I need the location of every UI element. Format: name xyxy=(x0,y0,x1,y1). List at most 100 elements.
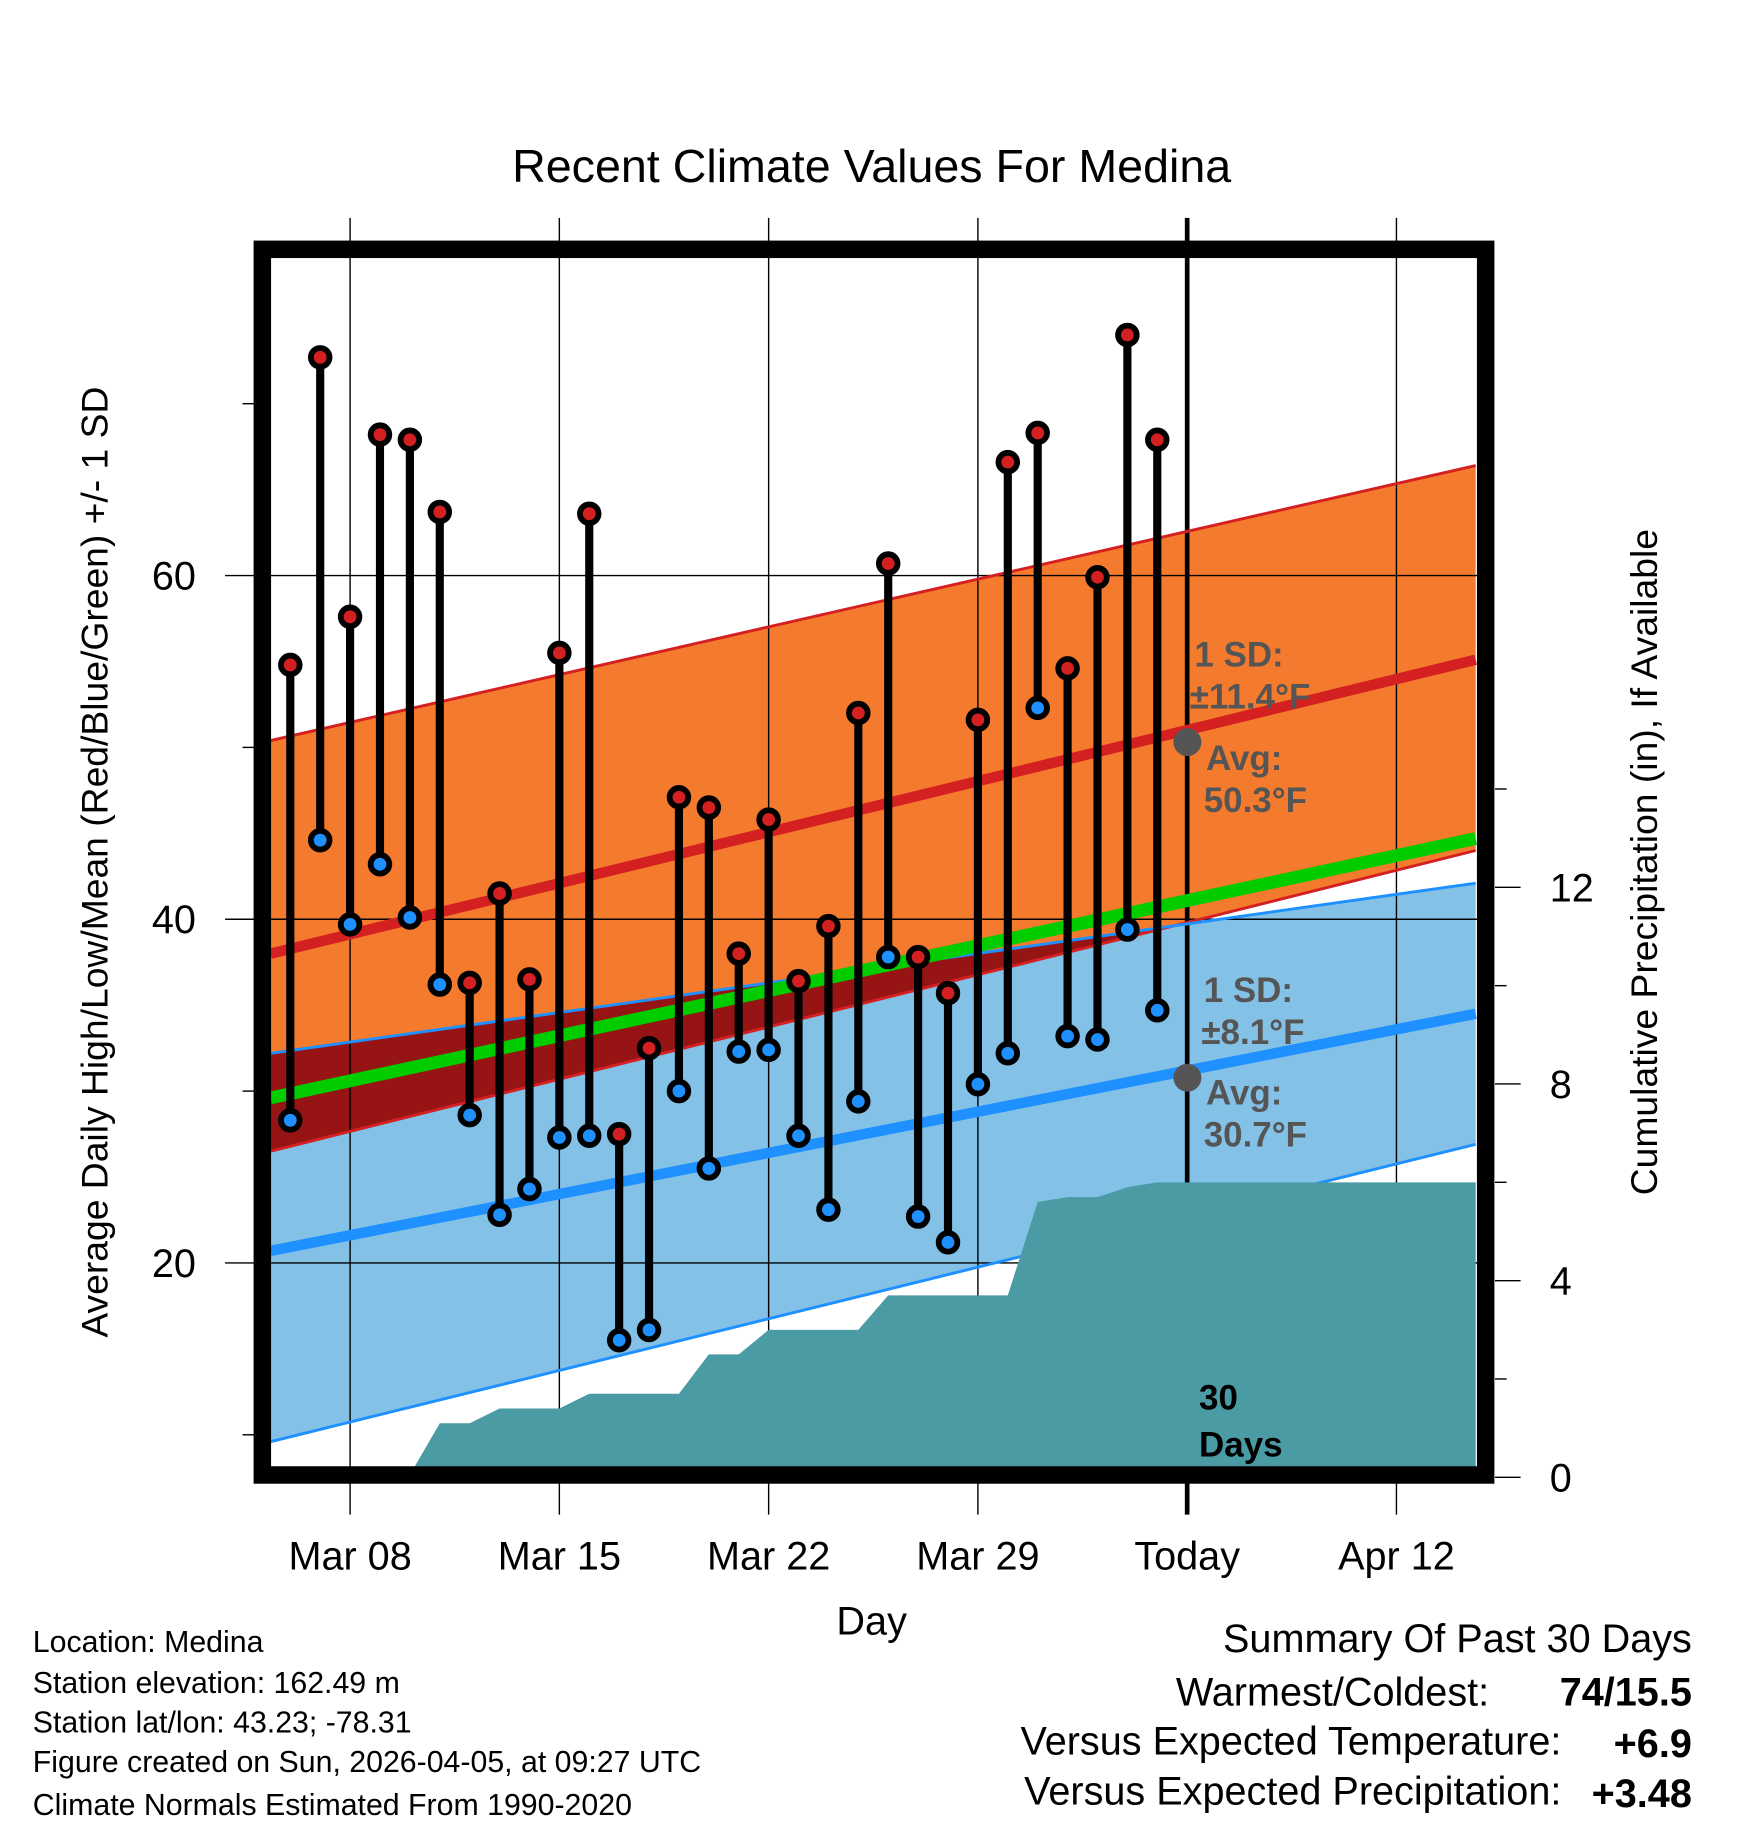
low-mean-line xyxy=(270,1008,1477,1257)
low-point xyxy=(965,1071,991,1097)
low-point xyxy=(636,1317,662,1343)
low-point xyxy=(1055,1023,1080,1049)
summary: Summary Of Past 30 Days Warmest/Coldest:… xyxy=(1020,1617,1691,1816)
high-point xyxy=(337,604,363,630)
axis-ticks: Mar 08 Mar 15 Mar 22 Mar 29 Today Apr 1220406… xyxy=(152,555,1594,1579)
warm-cold-label: Warmest/Coldest: xyxy=(1176,1671,1489,1715)
high-point xyxy=(995,449,1021,475)
high-point xyxy=(367,422,393,447)
daily-marks xyxy=(278,322,1170,1353)
low-point xyxy=(995,1041,1021,1066)
chart-title: Recent Climate Values For Medina xyxy=(512,140,1231,192)
temp-departure-label: Versus Expected Temperature: xyxy=(1020,1720,1561,1764)
low-point xyxy=(1085,1027,1110,1052)
y2-tick-label: 12 xyxy=(1550,866,1594,910)
low-avg-marker xyxy=(1173,1063,1202,1092)
summary-title: Summary Of Past 30 Days xyxy=(1223,1617,1692,1661)
high-point xyxy=(457,970,482,996)
y2-tick-label: 0 xyxy=(1550,1456,1572,1500)
precip-departure-value: +3.48 xyxy=(1592,1772,1692,1816)
high-point xyxy=(278,652,303,678)
low-point xyxy=(487,1202,512,1228)
footer-info: Location: Medina Station elevation: 162.… xyxy=(33,1626,701,1822)
high-point xyxy=(307,345,333,370)
high-point xyxy=(875,551,901,576)
x-tick-label: Mar 22 xyxy=(707,1534,830,1578)
high-point xyxy=(696,795,722,820)
high-point xyxy=(577,501,602,526)
high-point xyxy=(965,707,991,733)
low-sd-label: 1 SD: xyxy=(1204,971,1293,1010)
high-point xyxy=(517,967,542,992)
low-point xyxy=(816,1197,841,1222)
low-point xyxy=(905,1204,931,1229)
precipitation-area xyxy=(414,1182,1476,1467)
high-point xyxy=(487,881,512,906)
low-point xyxy=(397,905,423,930)
low-point xyxy=(337,912,363,937)
low-sd-value: ±8.1°F xyxy=(1201,1013,1304,1052)
high-avg-label: Avg: xyxy=(1206,739,1282,778)
high-point xyxy=(1085,565,1110,590)
high-avg-marker xyxy=(1173,728,1202,757)
low-point xyxy=(278,1108,303,1133)
low-point xyxy=(726,1039,751,1064)
y2-axis-label: Cumulative Precipitation (in), If Availa… xyxy=(1623,529,1665,1195)
x-tick-label: Mar 15 xyxy=(498,1534,621,1578)
high-sd-value: ±11.4°F xyxy=(1190,677,1311,716)
low-point xyxy=(1115,917,1140,942)
low-point xyxy=(517,1176,542,1202)
y2-tick-label: 8 xyxy=(1550,1063,1572,1107)
x-tick-label: Mar 08 xyxy=(288,1534,411,1578)
high-point xyxy=(816,913,841,939)
footer-elevation: Station elevation: 162.49 m xyxy=(33,1667,400,1700)
low-avg-label: Avg: xyxy=(1206,1073,1282,1112)
x-axis-label: Day xyxy=(836,1600,907,1644)
high-point xyxy=(1055,656,1080,681)
high-point xyxy=(935,980,961,1006)
plot-frame xyxy=(253,240,1495,1484)
low-point xyxy=(756,1037,781,1063)
low-avg-value: 30.7°F xyxy=(1204,1115,1307,1154)
low-point xyxy=(846,1089,871,1114)
high-point xyxy=(1145,427,1170,453)
annotations: 1 SD: ±11.4°F Avg: 50.3°F 1 SD: ±8.1°F A… xyxy=(1173,635,1310,1464)
low-point xyxy=(1145,998,1170,1023)
y2-tick-label: 4 xyxy=(1550,1260,1572,1304)
high-point xyxy=(726,941,751,966)
y-tick-label: 40 xyxy=(152,898,196,942)
low-point xyxy=(935,1230,961,1255)
normal-lines xyxy=(270,464,1478,1467)
low-point xyxy=(367,852,393,877)
low-point xyxy=(696,1156,722,1181)
y-tick-label: 60 xyxy=(152,555,196,599)
high-point xyxy=(547,640,572,666)
high-point xyxy=(397,427,423,453)
x-tick-label: Apr 12 xyxy=(1338,1534,1455,1578)
low-point xyxy=(307,827,333,853)
precip-departure-label: Versus Expected Precipitation: xyxy=(1024,1770,1561,1814)
x-tick-label: Mar 29 xyxy=(916,1534,1039,1578)
high-avg-value: 50.3°F xyxy=(1204,781,1307,820)
high-mean-line xyxy=(270,654,1477,959)
low-point xyxy=(577,1123,602,1149)
days-count: 30 xyxy=(1199,1379,1238,1418)
high-point xyxy=(1025,420,1050,446)
high-sd-label: 1 SD: xyxy=(1194,635,1283,674)
footer-location: Location: Medina xyxy=(33,1626,264,1659)
high-point xyxy=(636,1035,662,1061)
high-point xyxy=(846,700,871,726)
low-point xyxy=(1025,695,1050,721)
high-point xyxy=(1115,322,1140,348)
high-point xyxy=(666,784,692,810)
days-label: Days xyxy=(1199,1425,1283,1464)
low-point xyxy=(457,1102,482,1128)
high-upper-edge xyxy=(270,464,1476,742)
high-point xyxy=(427,499,453,525)
y-tick-label: 20 xyxy=(152,1242,196,1286)
x-tick-label: Today xyxy=(1134,1534,1240,1578)
low-point xyxy=(875,944,901,970)
footer-normals: Climate Normals Estimated From 1990-2020 xyxy=(33,1789,632,1822)
warm-cold-value: 74/15.5 xyxy=(1560,1671,1692,1715)
